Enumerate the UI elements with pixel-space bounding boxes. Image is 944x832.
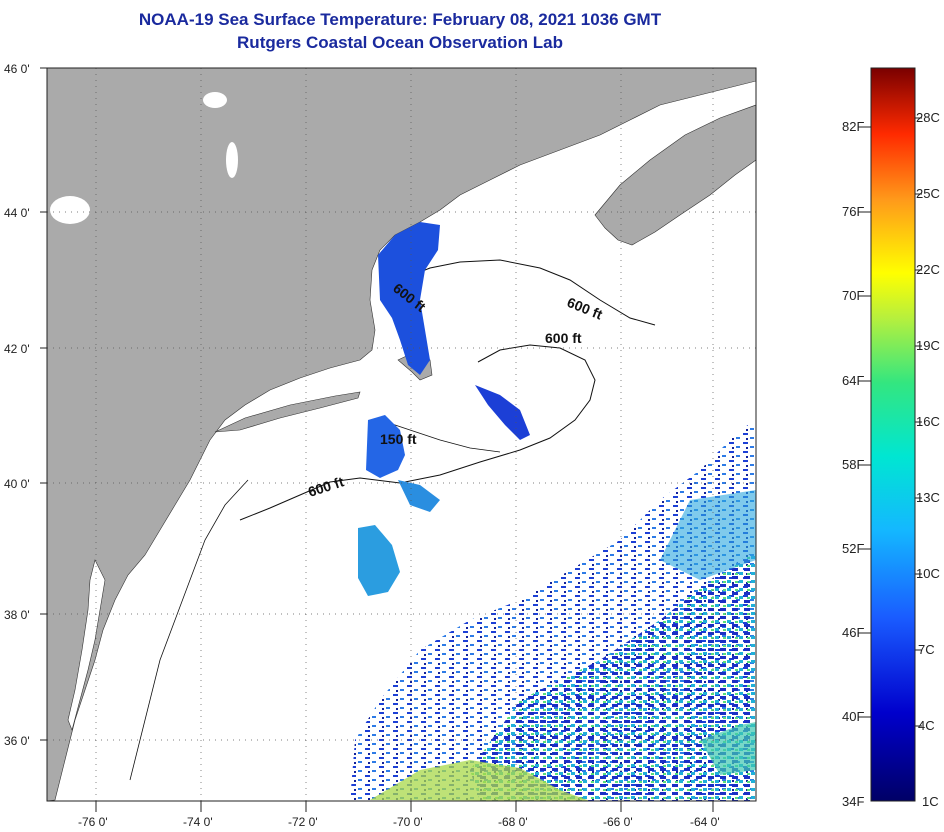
contour-600ft-gulf <box>399 259 656 326</box>
land-long-island <box>214 391 361 433</box>
sst-warm-gulfstream-east <box>700 722 756 775</box>
colorbar-label-f: 34F <box>842 794 865 809</box>
colorbar-label-c: 1C <box>922 794 939 809</box>
colorbar-label-f: 52F <box>842 541 865 556</box>
land-nova-scotia <box>594 104 756 246</box>
lat-label: 42 0' <box>4 342 30 356</box>
lon-label: -72 0' <box>288 815 318 829</box>
lat-label: 36 0' <box>4 734 30 748</box>
colorbar <box>870 67 916 802</box>
sst-warm-gulfstream <box>370 760 590 801</box>
map-title: NOAA-19 Sea Surface Temperature: Februar… <box>138 10 662 29</box>
colorbar-label-c: 10C <box>916 566 940 581</box>
contour-label: 600 ft <box>545 330 582 346</box>
lat-label: 40 0' <box>4 477 30 491</box>
colorbar-label-c: 13C <box>916 490 940 505</box>
lat-label: 38 0' <box>4 608 30 622</box>
land-us-mainland <box>47 68 756 801</box>
colorbar-label-c: 28C <box>916 110 940 125</box>
colorbar-label-f: 70F <box>842 288 865 303</box>
colorbar-label-c: 22C <box>916 262 940 277</box>
contour-600ft-outer <box>239 344 596 521</box>
colorbar-label-c: 25C <box>916 186 940 201</box>
lon-label: -74 0' <box>183 815 213 829</box>
colorbar-label-f: 82F <box>842 119 865 134</box>
colorbar-label-f: 58F <box>842 457 865 472</box>
map-frame <box>46 67 757 802</box>
sst-patch-offshore <box>358 525 400 596</box>
colorbar-ticks <box>863 117 922 727</box>
lon-label: -70 0' <box>393 815 423 829</box>
lon-label: -68 0' <box>498 815 528 829</box>
axis-ticks <box>40 67 714 812</box>
lake <box>226 142 238 178</box>
colorbar-label-f: 64F <box>842 373 865 388</box>
sst-patch-shelf <box>398 480 440 512</box>
colorbar-label-c: 16C <box>916 414 940 429</box>
sst-field-slope <box>470 550 756 801</box>
colorbar-label-c: 19C <box>916 338 940 353</box>
colorbar-label-f: 40F <box>842 709 865 724</box>
lat-label: 44 0' <box>4 206 30 220</box>
colorbar-label-f: 46F <box>842 625 865 640</box>
lake <box>203 92 227 108</box>
lon-label: -66 0' <box>603 815 633 829</box>
lat-label: 46 0' <box>4 62 30 76</box>
lon-label: -64 0' <box>690 815 720 829</box>
sst-patch-gulf-of-maine <box>378 222 440 375</box>
sst-patch-channel <box>475 385 530 440</box>
graticule <box>47 68 756 801</box>
colorbar-label-c: 7C <box>918 642 935 657</box>
sst-patch-georges <box>366 415 405 478</box>
contour-label: 150 ft <box>380 431 417 447</box>
sst-warm-band <box>660 490 756 580</box>
contour-coastal <box>129 479 249 781</box>
lake <box>50 196 90 224</box>
map-subtitle: Rutgers Coastal Ocean Observation Lab <box>237 33 563 52</box>
colorbar-label-f: 76F <box>842 204 865 219</box>
colorbar-label-c: 4C <box>918 718 935 733</box>
lon-label: -76 0' <box>78 815 108 829</box>
contour-150ft <box>379 419 501 453</box>
